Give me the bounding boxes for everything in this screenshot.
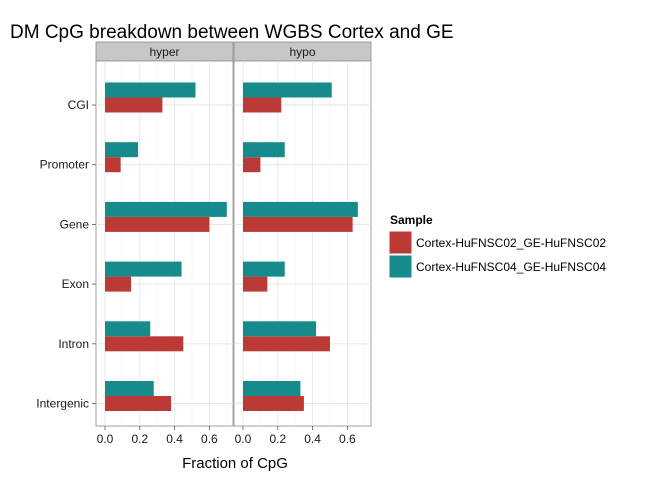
panel-background [95,60,234,427]
panel-background [233,60,372,427]
bar-hypo-promoter-series-2 [243,142,285,158]
legend-label: Cortex-HuFNSC04_GE-HuFNSC04 [416,260,606,274]
x-axis-hyper: 0.0 0.2 0.4 0.6 [97,426,218,446]
chart-title: DM CpG breakdown between WGBS Cortex and… [10,22,454,43]
bar-hyper-exon-series-1 [105,276,132,292]
x-tick-label: 0.6 [339,432,356,446]
bar-hypo-gene-series-2 [243,201,358,217]
y-tick-label: Intron [58,337,89,351]
y-tick-label: Promoter [40,158,89,172]
bar-hyper-gene-series-1 [105,216,210,232]
bar-hypo-cgi-series-1 [243,97,282,113]
bar-hypo-exon-series-1 [243,276,268,292]
bar-hyper-intron-series-2 [105,321,151,337]
panels: hyper 0.0 0.2 0.4 0.6 hypo 0.0 0.2 0.4 0.6 [95,41,372,446]
bar-hyper-cgi-series-2 [105,82,196,98]
bar-hyper-promoter-series-2 [105,142,139,158]
x-tick-label: 0.4 [166,432,183,446]
bar-hyper-intergenic-series-1 [105,396,172,411]
bar-hypo-intergenic-series-2 [243,381,301,396]
x-axis-title: Fraction of CpG [182,455,288,472]
panel-hypo: hypo 0.0 0.2 0.4 0.6 [233,41,372,446]
bar-hypo-promoter-series-1 [243,157,261,173]
x-tick-label: 0.4 [304,432,321,446]
legend-title: Sample [390,213,433,227]
bar-hypo-gene-series-1 [243,216,353,232]
facet-strip-label: hyper [149,45,179,59]
x-tick-label: 0.2 [269,432,286,446]
bar-hyper-intron-series-1 [105,336,184,352]
y-tick-label: CGI [68,98,89,112]
bar-hypo-intron-series-2 [243,321,317,337]
bar-hyper-exon-series-2 [105,261,182,277]
x-tick-label: 0.6 [201,432,218,446]
legend: Sample Cortex-HuFNSC02_GE-HuFNSC02 Cortex… [388,213,606,279]
bars [243,82,358,411]
y-tick-label: Intergenic [36,397,89,411]
legend-label: Cortex-HuFNSC02_GE-HuFNSC02 [416,236,606,250]
panel-hyper: hyper 0.0 0.2 0.4 0.6 [95,41,234,446]
x-tick-label: 0.0 [97,432,114,446]
x-axis-hypo: 0.0 0.2 0.4 0.6 [235,426,356,446]
facet-strip-label: hypo [289,45,315,59]
bar-hypo-exon-series-2 [243,261,285,277]
bar-hypo-intergenic-series-1 [243,396,304,411]
x-tick-label: 0.2 [131,432,148,446]
y-tick-label: Exon [62,277,89,291]
bar-hyper-gene-series-2 [105,201,227,217]
y-tick-label: Gene [60,217,90,231]
bar-hyper-promoter-series-1 [105,157,121,173]
legend-swatch [388,254,413,279]
bar-hyper-cgi-series-1 [105,97,163,113]
bar-hypo-cgi-series-2 [243,82,332,98]
y-axis: CGI Promoter Gene Exon Intron Intergenic [36,98,96,411]
bar-hyper-intergenic-series-2 [105,381,154,396]
x-tick-label: 0.0 [235,432,252,446]
bars [105,82,227,411]
legend-swatch [388,230,413,255]
bar-hypo-intron-series-1 [243,336,330,352]
